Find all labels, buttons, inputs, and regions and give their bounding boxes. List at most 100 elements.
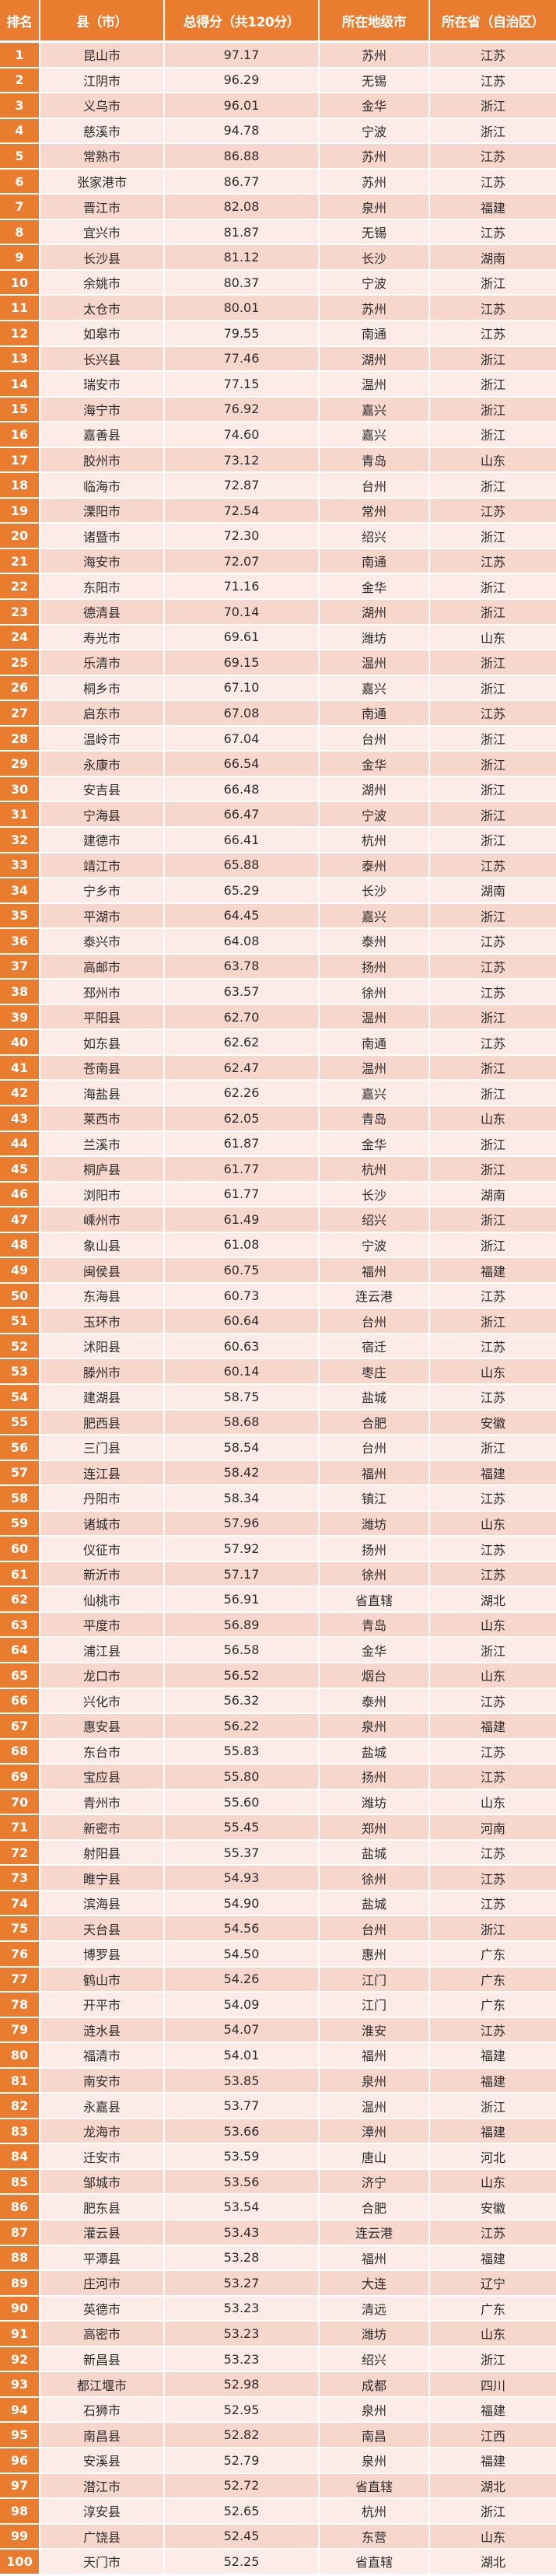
rank-cell: 82 [0, 2094, 40, 2118]
rank-cell: 71 [0, 1815, 40, 1839]
province-cell: 浙江 [480, 2099, 505, 2115]
score-cell: 53.77 [165, 2094, 320, 2118]
province-cell: 浙江 [480, 1162, 505, 1178]
rank-cell: 39 [0, 1004, 40, 1029]
county-cell: 平度市 [40, 1612, 165, 1637]
rank-cell: 43 [0, 1106, 40, 1130]
province-cell: 湖南 [480, 884, 505, 899]
table-row: 32 建德市 66.41 杭州 浙江 [0, 827, 556, 853]
score-cell: 73.12 [165, 447, 320, 472]
score-cell: 62.62 [165, 1030, 320, 1054]
rank-cell: 81 [0, 2068, 40, 2093]
city-cell: 扬州 [320, 954, 430, 979]
province-cell: 江苏 [480, 934, 505, 950]
rank-cell: 89 [0, 2271, 40, 2295]
city-cell: 苏州 [320, 296, 430, 321]
province-cell: 福建 [480, 2049, 505, 2064]
score-cell: 77.15 [165, 372, 320, 396]
score-cell: 53.59 [165, 2144, 320, 2168]
rank-cell: 26 [0, 675, 40, 700]
province-cell: 浙江 [480, 605, 505, 621]
rank-cell: 76 [0, 1942, 40, 1966]
county-cell: 天台县 [40, 1916, 165, 1941]
table-row: 74 滨海县 54.90 盐城 江苏 [0, 1891, 556, 1917]
table-row: 10 余姚市 80.37 宁波 浙江 [0, 270, 556, 296]
city-cell: 台州 [320, 1309, 430, 1333]
rank-cell: 100 [0, 2550, 40, 2574]
county-cell: 惠安县 [40, 1714, 165, 1738]
province-cell: 江苏 [480, 1846, 505, 1862]
county-cell: 连江县 [40, 1460, 165, 1485]
score-cell: 54.90 [165, 1891, 320, 1915]
rank-cell: 14 [0, 372, 40, 396]
table-row: 65 龙口市 56.52 烟台 山东 [0, 1663, 556, 1689]
score-cell: 77.46 [165, 346, 320, 371]
city-cell: 泉州 [320, 2068, 430, 2093]
county-cell: 温岭市 [40, 726, 165, 751]
rank-cell: 38 [0, 980, 40, 1004]
score-cell: 54.26 [165, 1967, 320, 1992]
score-cell: 53.27 [165, 2271, 320, 2295]
city-cell: 淮安 [320, 2017, 430, 2042]
rank-cell: 46 [0, 1182, 40, 1207]
county-cell: 海宁市 [40, 397, 165, 422]
rank-cell: 3 [0, 93, 40, 117]
rank-cell: 74 [0, 1891, 40, 1915]
province-cell: 山东 [480, 1516, 505, 1532]
score-cell: 54.56 [165, 1916, 320, 1941]
province-cell: 江苏 [480, 706, 505, 722]
county-cell: 天门市 [40, 2550, 165, 2574]
county-cell: 桐庐县 [40, 1157, 165, 1181]
table-row: 55 肥西县 58.68 合肥 安徽 [0, 1410, 556, 1436]
score-cell: 66.48 [165, 776, 320, 801]
score-cell: 60.14 [165, 1359, 320, 1383]
county-cell: 龙口市 [40, 1663, 165, 1688]
score-cell: 67.08 [165, 701, 320, 725]
city-cell: 镇江 [320, 1486, 430, 1510]
province-cell: 浙江 [480, 1137, 505, 1152]
province-cell: 山东 [480, 2327, 505, 2343]
county-cell: 睢宁县 [40, 1866, 165, 1890]
province-cell: 浙江 [480, 1086, 505, 1102]
table-row: 94 石狮市 52.95 泉州 福建 [0, 2397, 556, 2424]
city-cell: 扬州 [320, 1537, 430, 1561]
province-cell: 福建 [480, 2074, 505, 2090]
table-row: 38 邳州市 63.57 徐州 江苏 [0, 980, 556, 1005]
table-row: 90 英德市 53.23 清远 广东 [0, 2296, 556, 2322]
rank-cell: 45 [0, 1157, 40, 1181]
rank-cell: 80 [0, 2043, 40, 2067]
score-cell: 65.29 [165, 878, 320, 902]
table-row: 31 宁海县 66.47 宁波 浙江 [0, 802, 556, 828]
rank-cell: 21 [0, 548, 40, 573]
province-cell: 山东 [480, 1796, 505, 1810]
rank-cell: 96 [0, 2448, 40, 2473]
rank-cell: 61 [0, 1561, 40, 1586]
table-row: 16 嘉善县 74.60 嘉兴 浙江 [0, 422, 556, 448]
city-cell: 青岛 [320, 1612, 430, 1637]
table-row: 51 玉环市 60.64 台州 浙江 [0, 1309, 556, 1334]
score-cell: 66.47 [165, 802, 320, 826]
province-cell: 浙江 [480, 1441, 505, 1456]
city-cell: 温州 [320, 650, 430, 675]
rank-cell: 17 [0, 447, 40, 472]
score-cell: 74.60 [165, 422, 320, 447]
table-row: 11 太仓市 80.01 苏州 江苏 [0, 296, 556, 322]
table-row: 35 平湖市 64.45 嘉兴 浙江 [0, 903, 556, 930]
rank-cell: 66 [0, 1688, 40, 1713]
rank-cell: 18 [0, 473, 40, 497]
city-cell: 长沙 [320, 1182, 430, 1207]
rank-cell: 47 [0, 1207, 40, 1232]
rank-cell: 44 [0, 1131, 40, 1156]
city-cell: 盐城 [320, 1840, 430, 1865]
city-cell: 金华 [320, 1131, 430, 1156]
score-cell: 54.09 [165, 1992, 320, 2017]
rank-cell: 65 [0, 1663, 40, 1688]
table-row: 66 兴化市 56.32 泰州 江苏 [0, 1688, 556, 1715]
city-cell: 扬州 [320, 1765, 430, 1789]
score-cell: 61.87 [165, 1131, 320, 1156]
table-row: 45 桐庐县 61.77 杭州 浙江 [0, 1157, 556, 1183]
city-cell: 福州 [320, 1460, 430, 1485]
rank-cell: 60 [0, 1537, 40, 1561]
province-cell: 山东 [480, 1112, 505, 1127]
rank-cell: 49 [0, 1258, 40, 1282]
